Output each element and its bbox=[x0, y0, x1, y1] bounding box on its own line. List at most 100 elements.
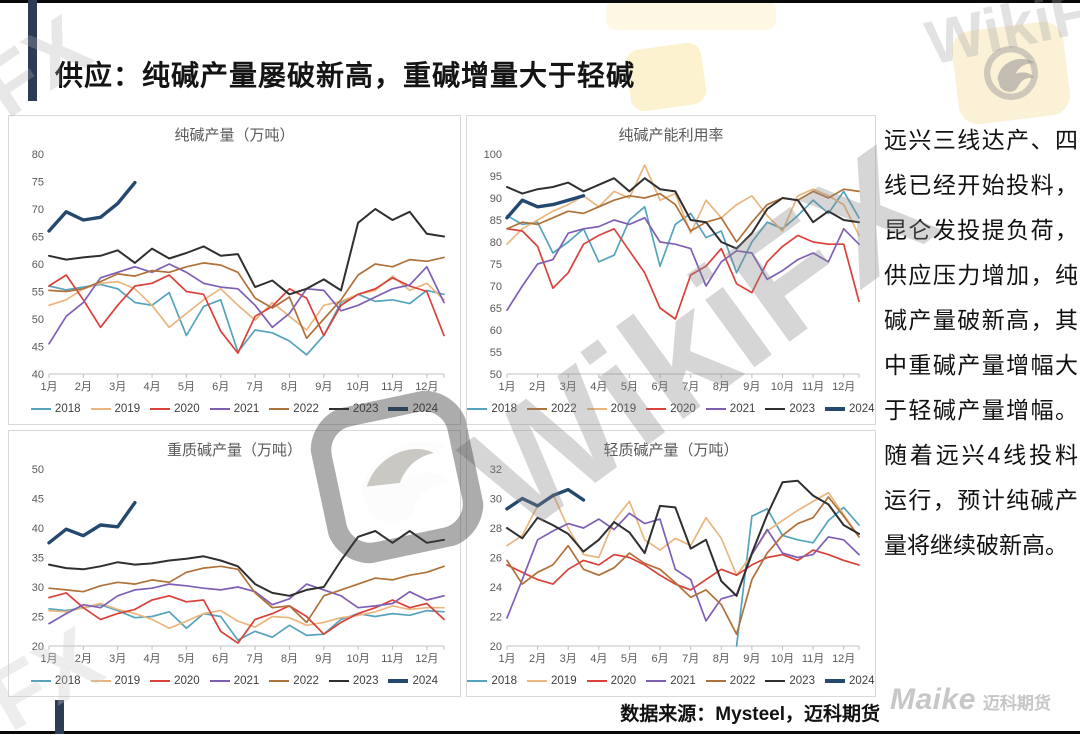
y-tick-label: 70 bbox=[490, 281, 502, 293]
chart-panel-dense-ash-output: 重质碱产量（万吨） 20 25 30 35 40 45 50 1月 2月 3月 4月 5月 6月 7月 8月… bbox=[8, 430, 461, 697]
x-tick-label: 10月 bbox=[771, 653, 794, 665]
y-tick-label: 85 bbox=[490, 215, 502, 227]
x-tick-label: 5月 bbox=[178, 381, 195, 393]
y-tick-label: 60 bbox=[32, 259, 44, 271]
x-tick-label: 1月 bbox=[498, 381, 515, 393]
legend-swatch bbox=[705, 408, 726, 410]
x-tick-label: 9月 bbox=[315, 653, 332, 665]
y-tick-label: 50 bbox=[490, 369, 502, 381]
maike-logo: Maike 迈科期货 bbox=[890, 683, 1051, 717]
y-tick-label: 25 bbox=[32, 612, 44, 624]
legend-item-2022: 2022 bbox=[705, 675, 755, 687]
x-tick-label: 2月 bbox=[529, 381, 546, 393]
legend-swatch bbox=[209, 408, 230, 410]
y-tick-label: 55 bbox=[490, 347, 502, 359]
x-tick-label: 9月 bbox=[743, 653, 760, 665]
legend-swatch bbox=[388, 407, 409, 411]
legend-label: 2023 bbox=[352, 403, 379, 415]
legend-swatch bbox=[527, 680, 548, 682]
legend-label: 2021 bbox=[729, 403, 756, 415]
page-title: 供应：纯碱产量屡破新高，重碱增量大于轻碱 bbox=[55, 60, 636, 91]
legend-swatch bbox=[765, 408, 786, 410]
series-line-2020 bbox=[506, 227, 860, 320]
series-line-2020 bbox=[48, 592, 445, 644]
legend-label: 2020 bbox=[670, 403, 696, 415]
x-tick-label: 3月 bbox=[560, 653, 577, 665]
legend-swatch bbox=[150, 680, 171, 682]
x-tick-label: 10月 bbox=[347, 381, 370, 393]
watermark-cream-blob-top bbox=[606, 0, 776, 30]
legend-swatch bbox=[209, 680, 230, 682]
legend-label: 2018 bbox=[54, 403, 81, 415]
y-tick-label: 45 bbox=[32, 342, 44, 354]
legend-item-2020: 2020 bbox=[586, 675, 636, 687]
y-tick-label: 40 bbox=[32, 369, 44, 381]
legend-label: 2018 bbox=[491, 403, 518, 415]
legend-label: 2022 bbox=[293, 403, 319, 415]
y-tick-label: 50 bbox=[32, 314, 44, 326]
y-tick-label: 45 bbox=[32, 494, 44, 506]
x-tick-label: 11月 bbox=[802, 381, 824, 393]
legend-swatch bbox=[30, 680, 51, 682]
x-tick-label: 3月 bbox=[560, 381, 577, 393]
legend-swatch bbox=[467, 680, 488, 682]
legend-label: 2019 bbox=[551, 675, 577, 687]
y-tick-label: 65 bbox=[32, 232, 44, 244]
x-tick-label: 5月 bbox=[621, 653, 638, 665]
series-line-2024 bbox=[47, 180, 137, 233]
commentary-text: 远兴三线达产、四线已经开始投料，昆仑发投提负荷，供应压力增加，纯碱产量破新高，其… bbox=[884, 127, 1078, 558]
y-tick-label: 65 bbox=[490, 303, 502, 315]
x-tick-label: 7月 bbox=[682, 653, 699, 665]
legend-swatch bbox=[705, 680, 726, 682]
x-tick-label: 8月 bbox=[281, 653, 298, 665]
x-tick-label: 3月 bbox=[109, 381, 126, 393]
series-line-2021 bbox=[506, 216, 860, 312]
y-tick-label: 35 bbox=[32, 553, 44, 565]
legend-item-2020: 2020 bbox=[150, 675, 200, 687]
legend-item-2023: 2023 bbox=[765, 403, 815, 415]
legend-swatch bbox=[646, 680, 667, 682]
legend-item-2019: 2019 bbox=[527, 675, 577, 687]
legend-swatch bbox=[269, 408, 290, 410]
legend-swatch bbox=[269, 680, 290, 682]
chart-legend: 2018 2019 2020 2021 2022 2023 2024 bbox=[467, 668, 875, 694]
series-line-2022 bbox=[506, 496, 860, 636]
legend-item-2020: 2020 bbox=[646, 403, 696, 415]
legend-swatch bbox=[328, 408, 349, 410]
legend-item-2024: 2024 bbox=[824, 675, 875, 687]
legend-item-2020: 2020 bbox=[150, 403, 200, 415]
legend-label: 2018 bbox=[54, 675, 81, 687]
series-line-2019 bbox=[506, 491, 860, 577]
x-tick-label: 4月 bbox=[590, 381, 607, 393]
line-chart-capacity-utilization: 50 55 60 65 70 75 80 85 90 95 100 1月 2月 3月 4月 5月 6月 7月 8月 9… bbox=[484, 149, 860, 393]
x-tick-label: 4月 bbox=[143, 653, 160, 665]
legend-item-2023: 2023 bbox=[328, 675, 378, 687]
legend-swatch bbox=[90, 408, 111, 410]
legend-label: 2024 bbox=[848, 403, 875, 415]
y-tick-label: 75 bbox=[490, 259, 502, 271]
legend-swatch bbox=[30, 408, 51, 410]
x-tick-label: 12月 bbox=[415, 381, 438, 393]
series-line-2021 bbox=[506, 512, 860, 622]
x-tick-label: 1月 bbox=[498, 653, 515, 665]
legend-label: 2019 bbox=[610, 403, 637, 415]
legend-swatch bbox=[586, 680, 607, 682]
x-tick-label: 7月 bbox=[247, 381, 264, 393]
x-tick-label: 3月 bbox=[109, 653, 126, 665]
legend-item-2019: 2019 bbox=[90, 403, 140, 415]
legend-item-2022: 2022 bbox=[269, 675, 319, 687]
top-border-line bbox=[0, 0, 1080, 3]
legend-label: 2023 bbox=[789, 675, 815, 687]
y-tick-label: 75 bbox=[32, 177, 44, 189]
legend-label: 2024 bbox=[848, 675, 875, 687]
series-line-2020 bbox=[48, 274, 445, 354]
series-line-2024 bbox=[505, 487, 586, 511]
series-line-2021 bbox=[48, 263, 445, 345]
series-line-2023 bbox=[48, 208, 445, 296]
legend-item-2021: 2021 bbox=[646, 675, 696, 687]
legend-label: 2024 bbox=[412, 675, 439, 687]
x-tick-label: 6月 bbox=[651, 381, 668, 393]
y-tick-label: 32 bbox=[490, 464, 502, 476]
legend-label: 2020 bbox=[174, 403, 200, 415]
y-tick-label: 28 bbox=[490, 523, 502, 535]
